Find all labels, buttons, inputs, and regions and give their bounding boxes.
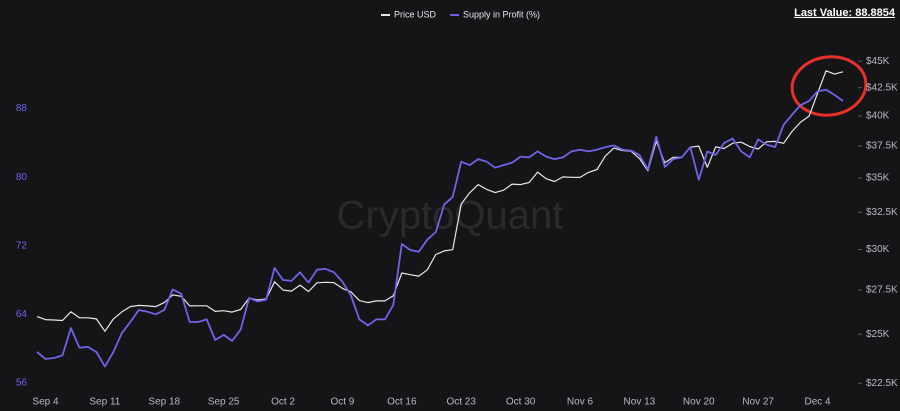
y-tick-label: 80	[16, 172, 28, 183]
y-tick-label: 72	[16, 240, 28, 251]
series-line	[36, 88, 844, 368]
series-line	[36, 70, 844, 332]
last-value: Last Value: 88.8854	[794, 7, 896, 19]
y2-tick-label: $32.5K	[866, 207, 898, 218]
watermark: CryptoQuant	[337, 194, 564, 238]
x-tick-label: Oct 2	[271, 397, 295, 408]
y2-tick-label: $30K	[866, 244, 890, 255]
y2-tick-label: $45K	[866, 56, 890, 67]
x-tick-label: Oct 9	[330, 397, 354, 408]
y-tick-label: 88	[16, 103, 28, 114]
y2-tick-label: $35K	[866, 173, 890, 184]
y-tick-label: 64	[16, 309, 28, 320]
y2-tick-label: $27.5K	[866, 285, 898, 296]
x-tick-label: Nov 6	[567, 397, 594, 408]
x-tick-label: Nov 20	[683, 397, 715, 408]
x-tick-label: Sep 25	[208, 397, 240, 408]
x-tick-label: Nov 13	[624, 397, 656, 408]
x-tick-label: Sep 11	[89, 397, 120, 408]
highlight-circle	[790, 55, 868, 117]
x-tick-label: Sep 18	[148, 397, 180, 408]
x-tick-label: Nov 27	[742, 397, 774, 408]
y2-tick-label: $22.5K	[866, 378, 898, 389]
x-tick-label: Oct 30	[506, 397, 536, 408]
y2-tick-label: $42.5K	[866, 82, 898, 93]
y2-tick-label: $25K	[866, 329, 890, 340]
y2-tick-label: $37.5K	[866, 141, 898, 152]
x-tick-label: Oct 23	[446, 397, 476, 408]
y-tick-label: 56	[16, 377, 28, 388]
legend-label: Supply in Profit (%)	[463, 9, 540, 19]
y2-tick-label: $40K	[866, 111, 890, 122]
x-tick-label: Dec 4	[804, 397, 831, 408]
x-tick-label: Sep 4	[32, 397, 59, 408]
x-tick-label: Oct 16	[387, 397, 417, 408]
legend-label: Price USD	[394, 9, 437, 19]
